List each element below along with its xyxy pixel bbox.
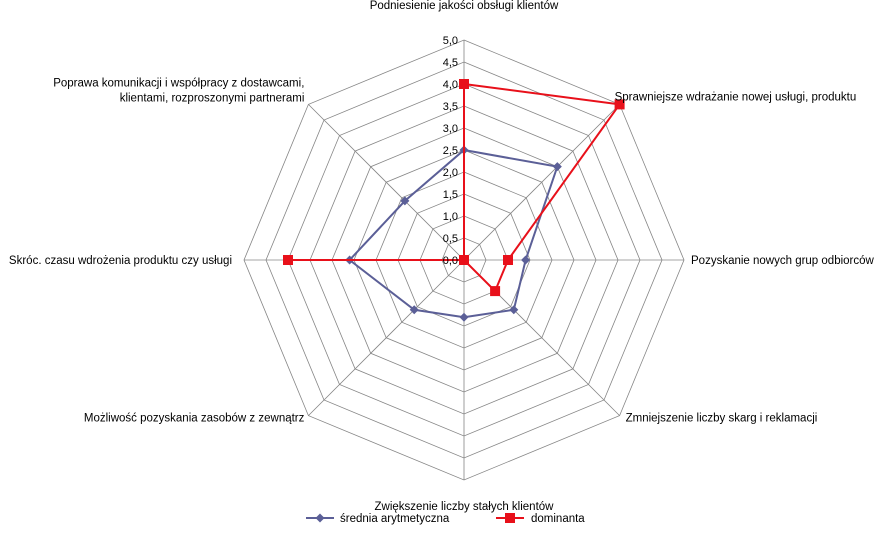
data-point — [400, 196, 410, 206]
legend-item: dominanta — [496, 513, 585, 525]
data-point — [283, 255, 293, 265]
series-srednia — [345, 145, 562, 322]
tick-label: 3,5 — [443, 101, 458, 113]
data-point — [503, 255, 513, 265]
category-label: Zmniejszenie liczby skarg i reklamacji — [626, 413, 818, 425]
tick-label: 1,5 — [443, 189, 458, 201]
tick-label: 0,0 — [443, 255, 458, 267]
category-label: Zwiększenie liczby stałych klientów — [375, 501, 555, 513]
legend: średnia arytmetyczna dominanta — [306, 513, 585, 525]
legend-label: średnia arytmetyczna — [340, 513, 450, 525]
data-point — [614, 99, 625, 110]
data-point — [459, 255, 469, 265]
data-point — [509, 305, 519, 315]
category-label: Poprawa komunikacji i współpracy z dosta… — [53, 77, 304, 104]
legend-item: średnia arytmetyczna — [306, 513, 450, 525]
tick-label: 1,0 — [443, 211, 458, 223]
tick-label: 0,5 — [443, 233, 458, 245]
data-point — [552, 162, 562, 172]
data-point — [490, 286, 501, 297]
category-label: Sprawniejsze wdrażanie nowej usługi, pro… — [615, 91, 857, 103]
category-labels: Podniesienie jakości obsługi klientów Spr… — [9, 0, 875, 513]
category-label: Pozyskanie nowych grup odbiorców — [691, 255, 875, 267]
legend-marker — [315, 513, 325, 523]
legend-label: dominanta — [531, 513, 585, 525]
tick-label: 3,0 — [443, 123, 458, 135]
data-point — [459, 312, 469, 322]
radar-spoke — [308, 259, 465, 416]
series-line — [288, 82, 622, 293]
tick-label: 4,5 — [443, 57, 458, 69]
tick-label: 2,0 — [443, 167, 458, 179]
category-label: Możliwość pozyskania zasobów z zewnątrz — [84, 413, 305, 425]
data-point — [459, 79, 469, 89]
radial-axis-ticks: 0,0 0,5 1,0 1,5 2,0 2,5 3,0 3,5 4,0 4,5 5,0 — [443, 35, 458, 267]
tick-label: 4,0 — [443, 79, 458, 91]
category-label: Podniesienie jakości obsługi klientów — [370, 0, 559, 12]
radar-spoke — [308, 104, 465, 261]
series-dominanta — [283, 79, 625, 297]
data-point — [409, 305, 419, 315]
category-label: Skróc. czasu wdrożenia produktu czy usłu… — [9, 255, 232, 267]
tick-label: 5,0 — [443, 35, 458, 47]
radar-series — [283, 79, 625, 322]
tick-label: 2,5 — [443, 145, 458, 157]
radar-spoke — [463, 104, 620, 261]
legend-marker — [505, 513, 515, 523]
data-point — [521, 255, 531, 265]
